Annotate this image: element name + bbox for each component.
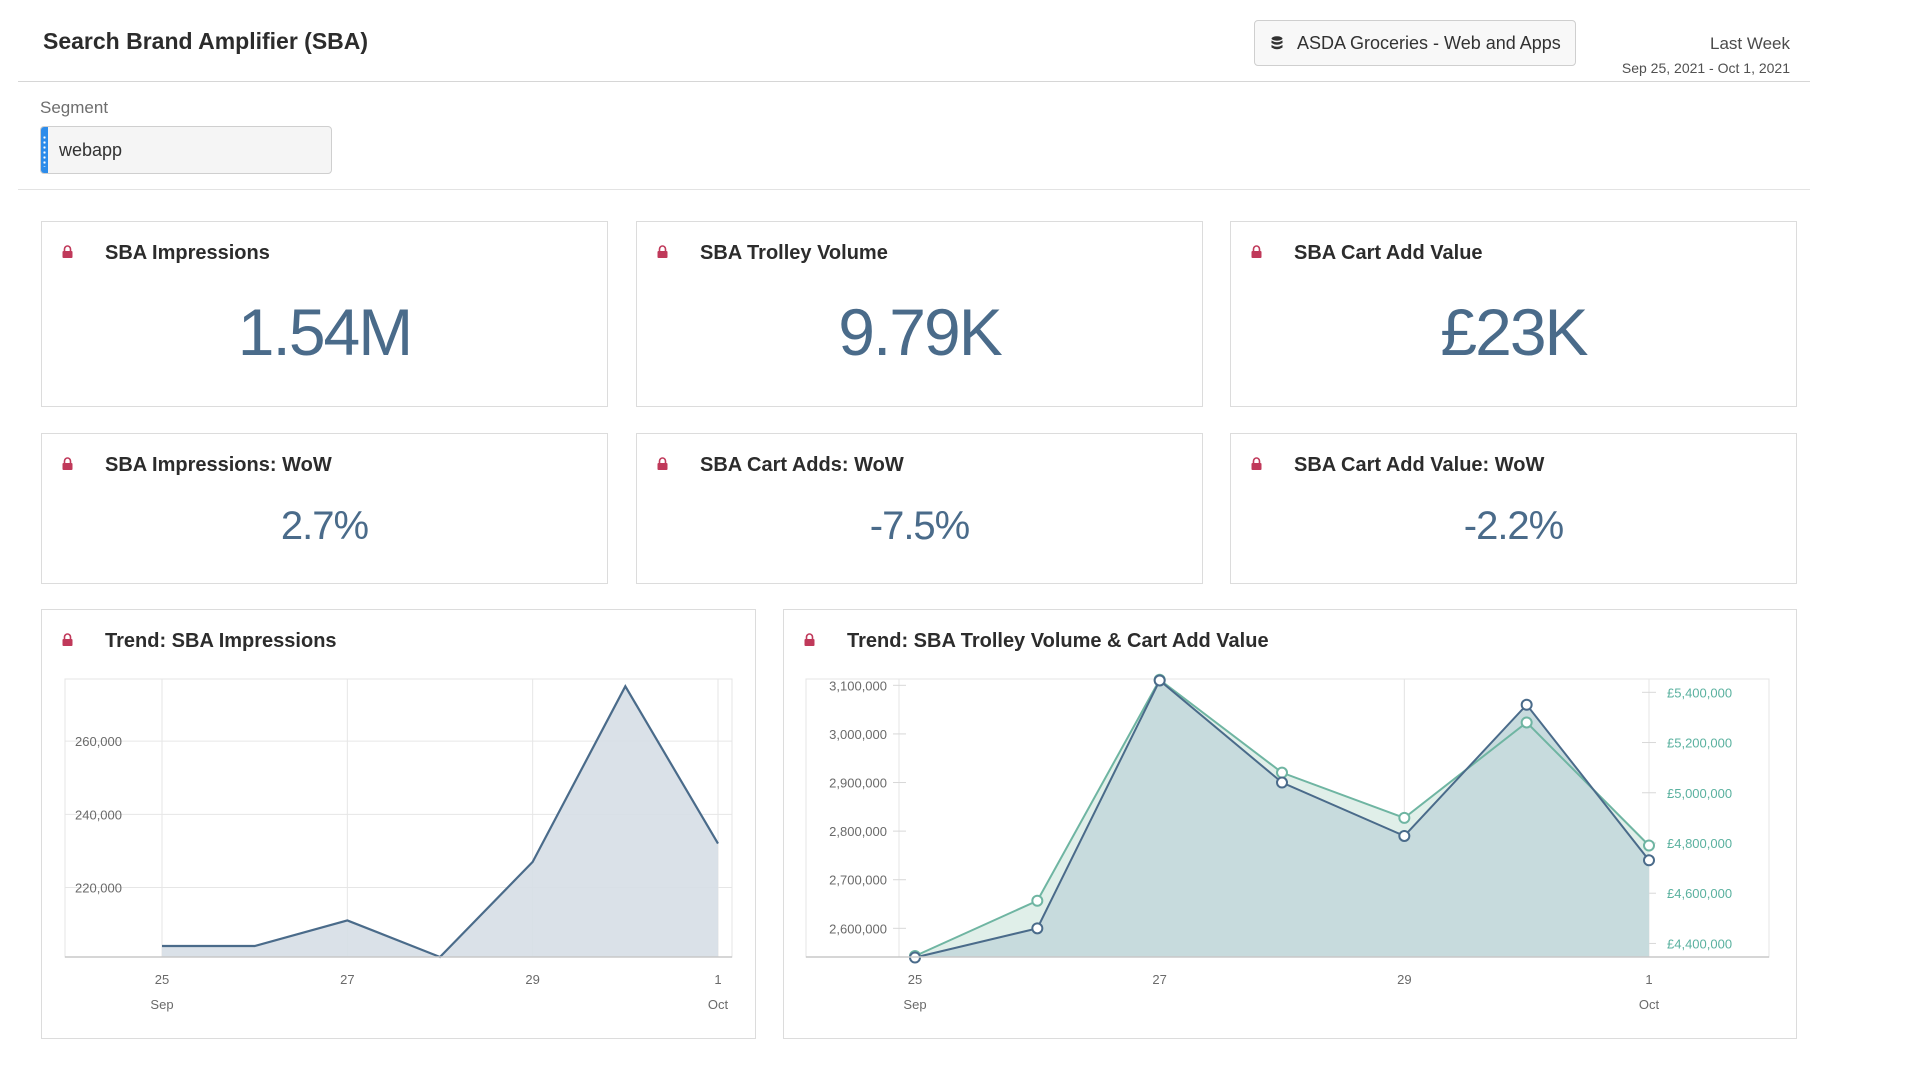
- impressions-area: [162, 686, 718, 957]
- trolley-volume-point: [1031, 922, 1044, 935]
- lock-icon: [1251, 457, 1262, 470]
- chart-title: Trend: SBA Impressions: [105, 630, 337, 652]
- y-right-tick-label: £5,200,000: [1667, 736, 1732, 751]
- card-trend-sba-impressions: Trend: SBA Impressions 220,000 240,000 260…: [41, 609, 756, 1039]
- trolley-volume-point: [1520, 698, 1533, 711]
- trolley-volume-point: [1398, 829, 1411, 842]
- segment-drag-handle[interactable]: [41, 127, 48, 173]
- y-right-tick-label: £4,800,000: [1667, 836, 1732, 851]
- metric-value: -7.5%: [869, 504, 971, 548]
- y-tick-label: 240,000: [75, 807, 122, 822]
- cart-add-value-point: [1398, 811, 1411, 824]
- date-range-value: Sep 25, 2021 - Oct 1, 2021: [1621, 60, 1790, 76]
- segment-panel: Segment webapp: [18, 82, 1810, 190]
- lock-icon: [1251, 245, 1262, 258]
- card-sba-cart-add-value-wow: SBA Cart Add Value: WoW -2.2%: [1230, 433, 1797, 584]
- card-title: SBA Cart Add Value: [1294, 242, 1483, 264]
- card-title: SBA Trolley Volume: [700, 242, 888, 264]
- metric-value: -2.2%: [1463, 504, 1565, 548]
- dashboard-header: Search Brand Amplifier (SBA) ASDA Grocer…: [18, 0, 1810, 82]
- card-sba-cart-adds-wow: SBA Cart Adds: WoW -7.5%: [636, 433, 1203, 584]
- trolley-volume-area: [915, 680, 1649, 958]
- trolley-volume-point: [1153, 674, 1166, 687]
- cart-add-value-point: [1276, 766, 1288, 779]
- page-title: Search Brand Amplifier (SBA): [43, 28, 369, 54]
- y-tick-label: 220,000: [75, 881, 122, 896]
- card-title: SBA Impressions: [105, 242, 270, 264]
- x-tick-day: 1: [1645, 972, 1652, 987]
- lock-icon: [62, 245, 73, 258]
- x-tick-day: 1: [714, 972, 721, 987]
- y-left-tick-label: 2,600,000: [829, 921, 887, 936]
- y-left-tick-label: 2,900,000: [829, 776, 887, 791]
- y-right-tick-label: £5,000,000: [1667, 786, 1732, 801]
- card-sba-impressions-wow: SBA Impressions: WoW 2.7%: [41, 433, 608, 584]
- metric-value: £23K: [1440, 295, 1588, 369]
- chart-title: Trend: SBA Trolley Volume & Cart Add Val…: [847, 630, 1269, 652]
- card-trend-trolley-cart-value: Trend: SBA Trolley Volume & Cart Add Val…: [783, 609, 1797, 1039]
- y-right-tick-label: £4,600,000: [1667, 886, 1732, 901]
- metric-value: 9.79K: [838, 295, 1002, 369]
- segment-value: webapp: [59, 140, 123, 160]
- lock-icon: [804, 633, 815, 646]
- y-left-tick-label: 3,100,000: [829, 678, 887, 693]
- x-tick-day: 27: [1152, 972, 1166, 987]
- y-left-tick-label: 2,700,000: [829, 873, 887, 888]
- metric-value: 1.54M: [237, 295, 413, 369]
- card-sba-impressions: SBA Impressions 1.54M: [41, 221, 608, 407]
- x-tick-month: Oct: [708, 997, 729, 1012]
- x-tick-day: 29: [525, 972, 539, 987]
- y-right-tick-label: £5,400,000: [1667, 685, 1732, 700]
- lock-icon: [657, 245, 668, 258]
- x-tick-month: Sep: [903, 997, 926, 1012]
- card-title: SBA Cart Adds: WoW: [700, 454, 904, 476]
- card-sba-trolley-volume: SBA Trolley Volume 9.79K: [636, 221, 1203, 407]
- segment-label: Segment: [40, 98, 109, 117]
- cart-add-value-point: [1520, 716, 1533, 729]
- lock-icon: [657, 457, 668, 470]
- lock-icon: [62, 457, 73, 470]
- y-tick-label: 260,000: [75, 734, 122, 749]
- y-left-tick-label: 3,000,000: [829, 727, 887, 742]
- cart-add-value-point: [1643, 839, 1655, 852]
- x-tick-day: 29: [1397, 972, 1411, 987]
- trolley-volume-point: [1643, 854, 1655, 867]
- y-right-tick-label: £4,400,000: [1667, 936, 1732, 951]
- card-title: SBA Cart Add Value: WoW: [1294, 454, 1545, 476]
- impressions-trend-chart[interactable]: 220,000 240,000 260,000 25 Sep 27 29 1 Oct: [42, 610, 755, 1038]
- metric-value: 2.7%: [280, 504, 369, 548]
- x-tick-month: Oct: [1639, 997, 1660, 1012]
- lock-icon: [62, 633, 73, 646]
- date-range-picker[interactable]: Last Week Sep 25, 2021 - Oct 1, 2021: [1622, 34, 1790, 76]
- date-range-label: Last Week: [1709, 34, 1790, 53]
- card-title: SBA Impressions: WoW: [105, 454, 332, 476]
- x-tick-day: 25: [908, 972, 922, 987]
- segment-chip[interactable]: webapp: [40, 126, 332, 174]
- y-left-tick-label: 2,800,000: [829, 824, 887, 839]
- cart-add-value-point: [1031, 894, 1044, 907]
- x-tick-day: 27: [340, 972, 354, 987]
- trolley-volume-point: [1276, 776, 1288, 789]
- datasource-button[interactable]: ASDA Groceries - Web and Apps: [1254, 20, 1576, 66]
- trolley-cart-value-trend-chart[interactable]: 2,600,000 2,700,000 2,800,000 2,900,000 3,00…: [784, 610, 1796, 1038]
- datasource-label: ASDA Groceries - Web and Apps: [1297, 32, 1561, 53]
- card-sba-cart-add-value: SBA Cart Add Value £23K: [1230, 221, 1797, 407]
- x-tick-month: Sep: [150, 997, 173, 1012]
- database-icon: [1271, 36, 1283, 50]
- x-tick-day: 25: [155, 972, 169, 987]
